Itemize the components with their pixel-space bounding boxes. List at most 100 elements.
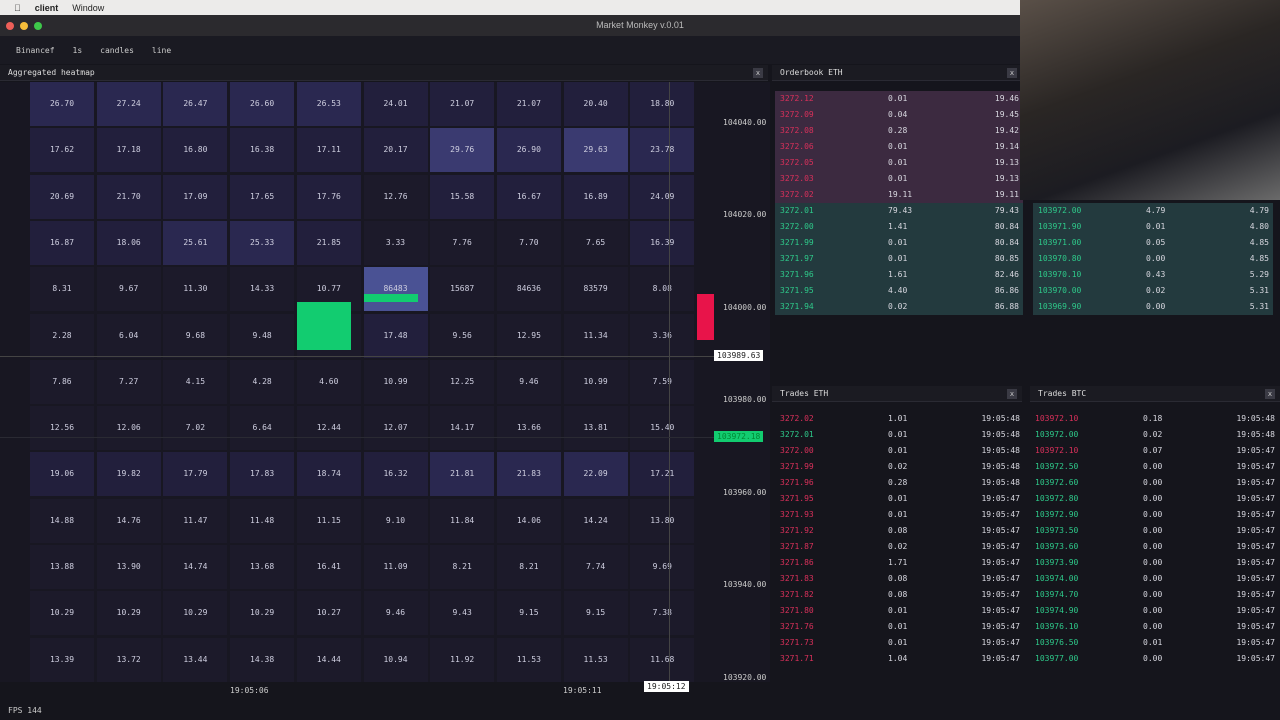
heatmap-cell: 11.92 [430, 637, 495, 682]
heatmap-cell: 21.83 [496, 452, 561, 497]
line-button[interactable]: line [151, 45, 172, 55]
heatmap-cell: 19.82 [96, 452, 161, 497]
heatmap-chart[interactable]: 26.70 27.24 26.47 26.60 26.53 24.01 21.07 21.07… [0, 82, 770, 695]
orderbook-eth-title: Orderbook ETH [780, 68, 843, 77]
ask-row: 3272.03 0.01 19.13 [775, 171, 1023, 187]
btc-bid-row-total: 5.29 [1249, 270, 1269, 279]
heatmap-cell: 11.09 [363, 545, 428, 589]
heatmap-close-button[interactable]: x [753, 68, 763, 78]
price-axis-label: 104040.00 [723, 118, 767, 127]
trade-price: 3272.00 [780, 446, 814, 455]
cursor-time-tag: 19:05:12 [644, 681, 689, 692]
trade-price: 103972.90 [1035, 510, 1079, 519]
heatmap-cell: 14.06 [496, 498, 561, 543]
heatmap-cell: 16.32 [363, 452, 428, 497]
trade-price: 3271.73 [780, 638, 814, 647]
trade-size: 0.00 [1143, 654, 1163, 663]
btc-bid-row-total: 4.85 [1249, 254, 1269, 263]
trade-time: 19:05:47 [1236, 622, 1275, 631]
interval-button[interactable]: 1s [72, 45, 83, 55]
candles-button[interactable]: candles [100, 45, 134, 55]
heatmap-cell: 7.65 [563, 220, 628, 265]
trade-size: 0.01 [888, 510, 908, 519]
heatmap-cell: 14.88 [30, 498, 94, 543]
heatmap-cell: 3.33 [363, 220, 428, 265]
trade-row: 103973.90 0.00 19:05:47 [1030, 555, 1275, 571]
trade-row: 3271.95 0.01 19:05:47 [775, 491, 1020, 507]
heatmap-cell: 11.53 [496, 637, 561, 682]
bid-row-total: 80.84 [994, 222, 1019, 231]
bid-row-size: 1.41 [888, 222, 908, 231]
heatmap-cell: 10.99 [363, 359, 428, 404]
trade-size: 0.01 [1143, 638, 1163, 647]
heatmap-cell: 17.79 [163, 452, 228, 497]
heatmap-cell: 7.38 [630, 591, 695, 636]
trades-btc-close-button[interactable]: x [1265, 389, 1275, 399]
trades-eth-close-button[interactable]: x [1007, 389, 1017, 399]
ask-row-total: 19.11 [994, 190, 1019, 199]
price-axis-label: 103920.00 [723, 673, 767, 682]
heatmap-cell: 21.07 [496, 82, 561, 126]
trade-price: 3271.87 [780, 542, 814, 551]
bid-row-total: 80.85 [994, 254, 1019, 263]
heatmap-cell: 22.09 [563, 452, 628, 497]
trade-size: 0.00 [1143, 622, 1163, 631]
price-axis-label: 103960.00 [723, 488, 767, 497]
ask-row-size: 0.28 [888, 126, 908, 135]
minimize-window-button[interactable] [20, 22, 28, 30]
btc-bid-row-size: 0.01 [1146, 222, 1166, 231]
heatmap-cell: 26.90 [496, 128, 561, 173]
heatmap-cell: 18.74 [296, 452, 361, 497]
trade-size: 0.01 [888, 622, 908, 631]
trade-size: 0.01 [888, 446, 908, 455]
trade-price: 3271.96 [780, 478, 814, 487]
trade-size: 0.00 [1143, 542, 1163, 551]
menu-window[interactable]: Window [65, 2, 104, 13]
ask-row: 3272.08 0.28 19.42 [775, 123, 1023, 139]
ask-row: 3272.12 0.01 19.46 [775, 91, 1023, 107]
btc-bid-row: 103970.80 0.00 4.85 [1033, 251, 1273, 267]
heatmap-cell: 19.06 [30, 452, 94, 497]
ask-row-price: 3272.05 [780, 158, 814, 167]
heatmap-title: Aggregated heatmap [8, 68, 95, 77]
heatmap-cell: 10.99 [563, 359, 628, 404]
bid-row-size: 4.40 [888, 286, 908, 295]
cursor-price-tag: 103989.63 [714, 350, 764, 361]
heatmap-cell: 20.69 [30, 174, 94, 219]
trade-row: 103972.10 0.07 19:05:47 [1030, 443, 1275, 459]
bid-row: 3272.01 79.43 79.43 [775, 203, 1023, 219]
apple-icon[interactable]:  [14, 3, 21, 13]
ask-row: 3272.06 0.01 19.14 [775, 139, 1023, 155]
maximize-window-button[interactable] [34, 22, 42, 30]
trade-time: 19:05:47 [1236, 462, 1275, 471]
trade-time: 19:05:47 [1236, 510, 1275, 519]
bid-row-price: 3272.01 [780, 206, 814, 215]
price-axis-label: 103980.00 [723, 395, 767, 404]
bid-row-size: 79.43 [888, 206, 913, 215]
trade-time: 19:05:48 [1236, 430, 1275, 439]
trade-price: 3271.92 [780, 526, 814, 535]
heatmap-cell: 10.29 [30, 591, 94, 636]
trade-row: 103974.70 0.00 19:05:47 [1030, 587, 1275, 603]
heatmap-cell: 4.15 [163, 359, 228, 404]
close-window-button[interactable] [6, 22, 14, 30]
bid-row-price: 3271.99 [780, 238, 814, 247]
heatmap-cell: 15687 [430, 267, 495, 312]
price-axis-label: 104000.00 [723, 303, 767, 312]
trade-row: 3271.80 0.01 19:05:47 [775, 603, 1020, 619]
trade-size: 1.71 [888, 558, 908, 567]
crosshair-horizontal [0, 356, 714, 357]
exchange-button[interactable]: Binancef [16, 45, 55, 55]
orderbook-close-button[interactable]: x [1007, 68, 1017, 78]
bid-row-price: 3271.97 [780, 254, 814, 263]
menu-app[interactable]: client [28, 2, 59, 13]
heatmap-cell: 13.39 [30, 637, 94, 682]
trade-price: 3271.95 [780, 494, 814, 503]
btc-bid-row-total: 4.80 [1249, 222, 1269, 231]
webcam-overlay [1020, 0, 1280, 200]
heatmap-cell: 20.40 [563, 82, 628, 126]
bid-row-size: 1.61 [888, 270, 908, 279]
heatmap-cell: 17.18 [96, 128, 161, 173]
heatmap-cell: 17.09 [163, 174, 228, 219]
trade-row: 103976.50 0.01 19:05:47 [1030, 635, 1275, 651]
